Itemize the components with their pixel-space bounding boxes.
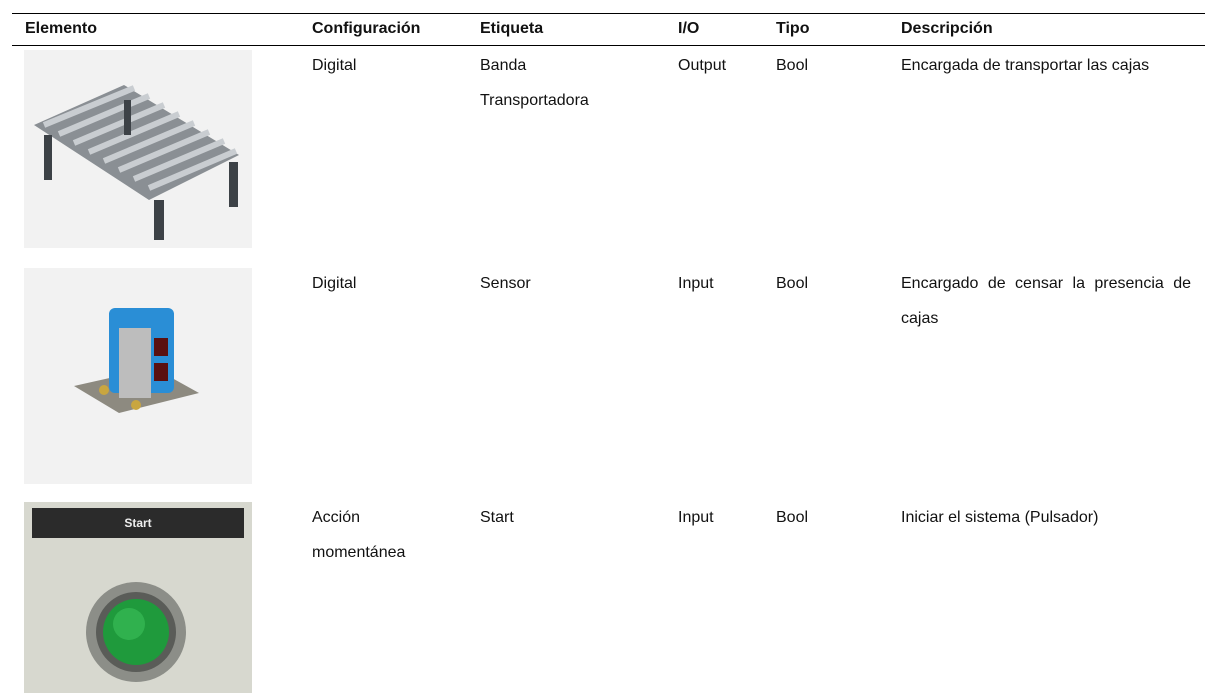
header-rule bbox=[12, 45, 1205, 46]
cell: Sensor bbox=[480, 275, 531, 292]
sensor-image bbox=[24, 268, 252, 484]
cell: Digital bbox=[312, 275, 357, 292]
cell: Banda Transportadora bbox=[480, 57, 589, 109]
header-cell: Tipo bbox=[776, 20, 810, 37]
cell: Bool bbox=[776, 57, 809, 74]
cell: Iniciar el sistema (Pulsador) bbox=[901, 509, 1099, 526]
cell: Start bbox=[480, 509, 514, 526]
start-button-image: Start bbox=[24, 502, 252, 693]
cell: Digital bbox=[312, 57, 357, 74]
header-cell: I/O bbox=[678, 20, 700, 37]
cell: Input bbox=[678, 509, 714, 526]
header-cell: Descripción bbox=[901, 20, 993, 37]
header-cell: Elemento bbox=[25, 20, 98, 37]
cell: Output bbox=[678, 57, 727, 74]
cell: Encargado de censar la presencia de caja… bbox=[901, 275, 1191, 327]
top-rule bbox=[12, 13, 1205, 14]
conveyor-image bbox=[24, 50, 252, 248]
cell: Encargada de transportar las cajas bbox=[901, 57, 1150, 74]
header-cell: Configuración bbox=[312, 20, 421, 37]
cell: Bool bbox=[776, 509, 809, 526]
cell: Input bbox=[678, 275, 714, 292]
header-cell: Etiqueta bbox=[480, 20, 544, 37]
button-label: Start bbox=[124, 516, 151, 530]
cell: Bool bbox=[776, 275, 809, 292]
cell: Acción momentánea bbox=[312, 509, 406, 561]
